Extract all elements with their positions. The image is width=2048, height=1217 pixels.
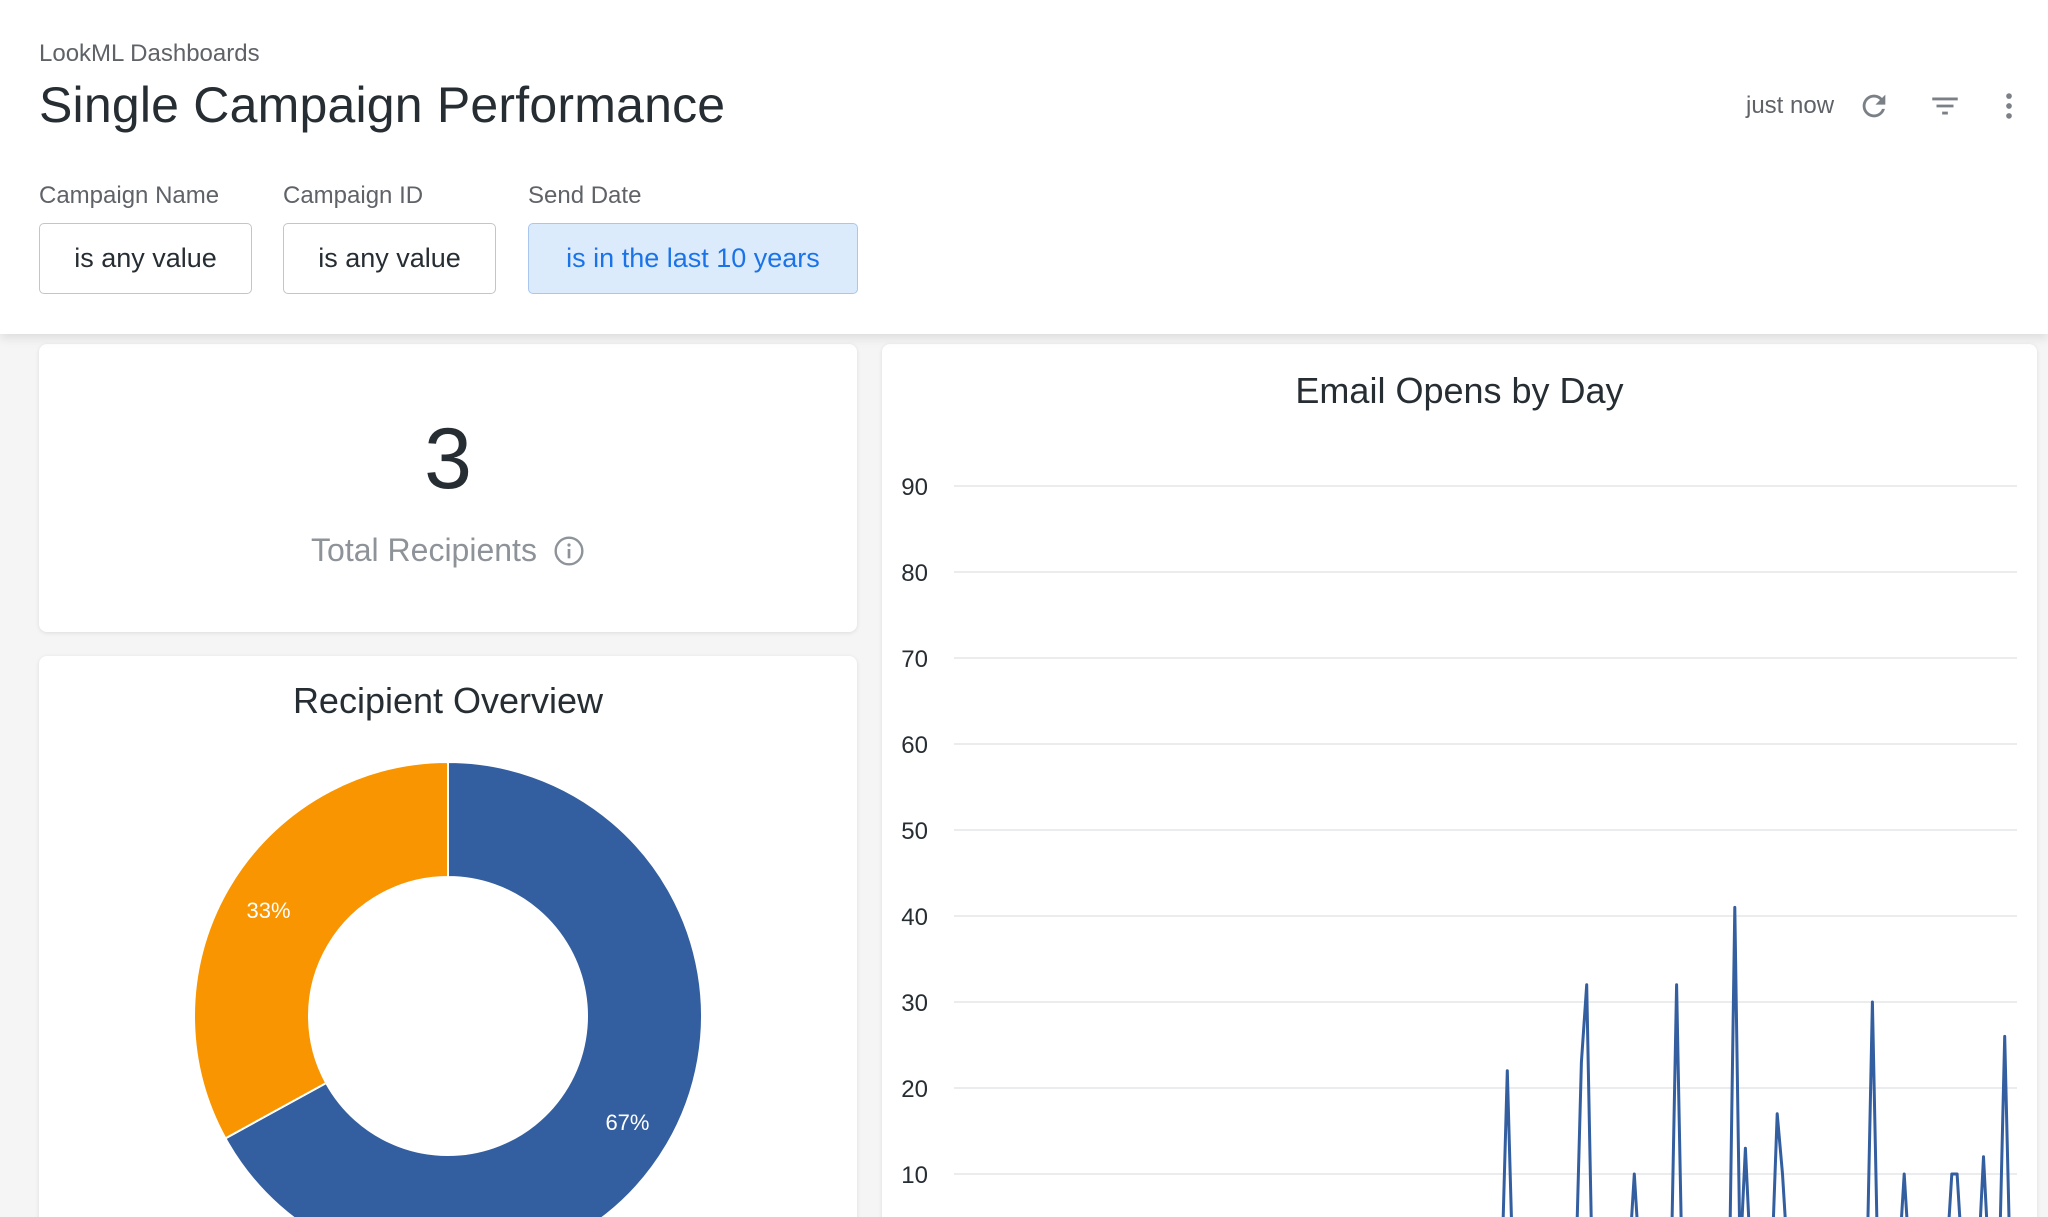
recipient-overview-title: Recipient Overview [292,680,604,721]
y-tick-label: 90 [901,474,928,501]
recipient-overview-chart: 67% 33% [193,760,703,1217]
y-tick-label: 80 [901,560,928,587]
y-tick-label: 30 [901,990,928,1017]
info-icon[interactable] [553,535,585,567]
y-tick-label: 10 [901,1162,928,1189]
filter-campaign-name[interactable]: is any value [39,223,252,294]
y-tick-label: 70 [901,646,928,673]
filter-icon [1932,97,1958,115]
email-opens-chart: 10 20 30 40 50 60 70 80 90 [901,474,2017,1217]
refresh-icon [1862,94,1886,118]
total-recipients-value: 3 [424,411,472,507]
filter-campaign-id[interactable]: is any value [283,223,496,294]
dashboard-header: LookML Dashboards Single Campaign Perfor… [0,0,2048,334]
breadcrumb[interactable]: LookML Dashboards [39,40,260,67]
donut-slice[interactable] [224,760,703,1217]
email-opens-title: Email Opens by Day [1295,370,1624,411]
filter-toggle-button[interactable] [1923,84,1967,128]
more-vert-icon [2006,93,2012,119]
y-tick-label: 50 [901,818,928,845]
filter-send-date[interactable]: is in the last 10 years [528,223,858,294]
total-recipients-label-row: Total Recipients [39,532,857,569]
total-recipients-label: Total Recipients [311,532,537,568]
recipient-overview-tile: Recipient Overview 67% 33% [39,656,857,1217]
total-recipients-tile [39,344,857,632]
y-tick-label: 20 [901,1076,928,1103]
y-tick-label: 40 [901,904,928,931]
donut-slice[interactable] [193,760,449,1140]
filter-label-send-date: Send Date [528,182,642,209]
donut-slice-label: 67% [605,1110,649,1135]
filter-label-campaign-name: Campaign Name [39,182,220,209]
last-updated-text: just now [1746,92,1835,119]
donut-slice-label: 33% [247,898,291,923]
more-options-button[interactable] [1987,84,2031,128]
email-opens-tile: Email Opens by Day 10 20 30 40 50 60 70 80 90 [882,344,2037,1217]
filter-label-campaign-id: Campaign ID [283,182,424,209]
y-tick-label: 60 [901,732,928,759]
page-title: Single Campaign Performance [39,77,726,133]
refresh-button[interactable] [1852,84,1896,128]
email-opens-series-line[interactable] [957,905,2011,1217]
